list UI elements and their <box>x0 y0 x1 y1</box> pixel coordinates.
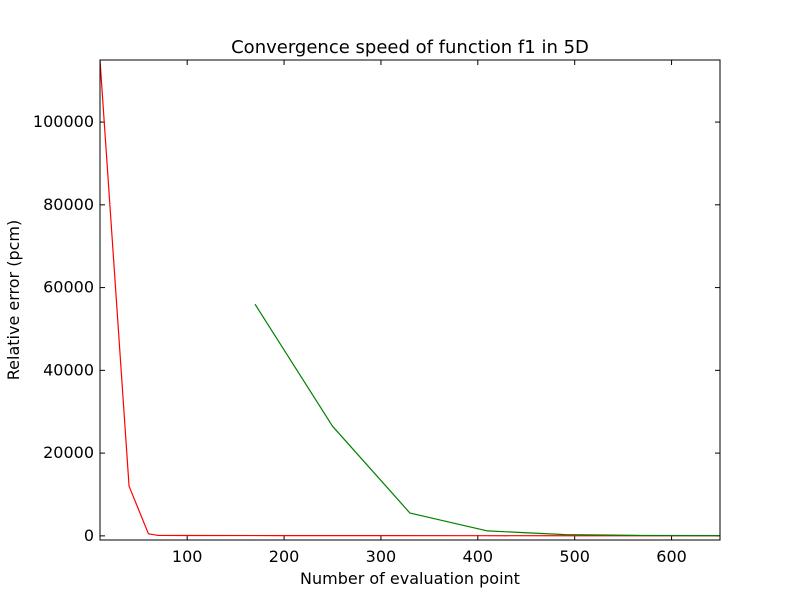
y-axis-label: Relative error (pcm) <box>4 220 23 380</box>
x-tick-label: 500 <box>559 547 590 566</box>
y-tick-label: 100000 <box>33 112 94 131</box>
plot-area: 100 200 300 400 500 600 0 20000 40000 60000 80000 1… <box>33 60 720 566</box>
y-tick-label: 60000 <box>43 278 94 297</box>
chart-title: Convergence speed of function f1 in 5D <box>231 37 589 58</box>
y-tick-label: 20000 <box>43 443 94 462</box>
x-tick-label: 300 <box>366 547 397 566</box>
x-tick-label: 600 <box>656 547 687 566</box>
x-tick-label: 400 <box>463 547 494 566</box>
y-tick-label: 80000 <box>43 195 94 214</box>
y-tick-label: 40000 <box>43 360 94 379</box>
series-line-2 <box>254 303 720 537</box>
y-tick-label: 0 <box>84 526 94 545</box>
plot-frame <box>99 59 721 541</box>
x-tick-label: 100 <box>172 547 203 566</box>
x-tick-label: 200 <box>269 547 300 566</box>
series-line-1 <box>100 60 720 537</box>
x-axis-label: Number of evaluation point <box>300 569 520 588</box>
